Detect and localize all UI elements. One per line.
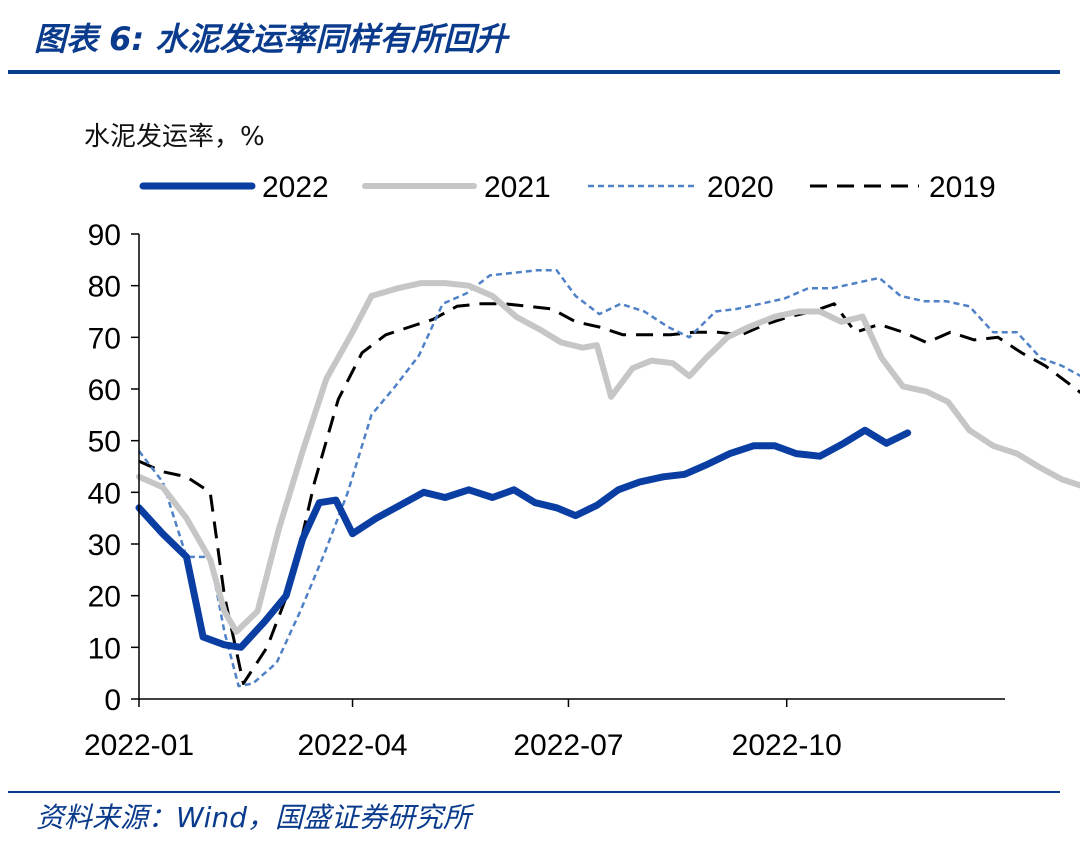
- x-tick-label: 2022-04: [297, 729, 407, 762]
- y-axis-unit-label: 水泥发运率，%: [84, 122, 265, 152]
- series-line-2020: [138, 268, 1080, 688]
- series-line-2019: [138, 302, 1080, 685]
- y-tick-label: 10: [88, 632, 121, 665]
- series-line-2021: [136, 280, 1080, 635]
- y-tick-label: 50: [88, 426, 121, 459]
- y-tick-label: 30: [88, 529, 121, 562]
- series-layer: [135, 268, 1080, 688]
- y-tick-label: 20: [88, 581, 121, 614]
- chart-legend: 2022 2021 2020 2019: [139, 171, 996, 204]
- y-tick-label: 80: [88, 271, 121, 304]
- x-tick-label: 2022-07: [513, 729, 623, 762]
- y-tick-label: 40: [88, 477, 121, 510]
- legend-label-2021: 2021: [484, 171, 551, 204]
- legend-label-2020: 2020: [707, 171, 774, 204]
- y-tick-label: 60: [88, 374, 121, 407]
- title-divider: [8, 70, 1060, 74]
- chart-axes: 0 10 20 30 40 50 60 70 80 90 2022-01 2022-04 2022-07…: [84, 219, 1005, 762]
- x-tick-label: 2022-10: [732, 729, 842, 762]
- series-line-2022: [135, 426, 912, 651]
- source-note: 资料来源：Wind，国盛证券研究所: [36, 801, 471, 834]
- figure-title: 图表 6: 水泥发运率同样有所回升: [34, 20, 508, 58]
- y-tick-label: 0: [104, 684, 121, 717]
- legend-label-2019: 2019: [929, 171, 996, 204]
- y-tick-label: 70: [88, 322, 121, 355]
- legend-label-2022: 2022: [262, 171, 329, 204]
- x-tick-label: 2022-01: [84, 729, 194, 762]
- y-tick-label: 90: [88, 219, 121, 252]
- source-divider: [8, 791, 1060, 793]
